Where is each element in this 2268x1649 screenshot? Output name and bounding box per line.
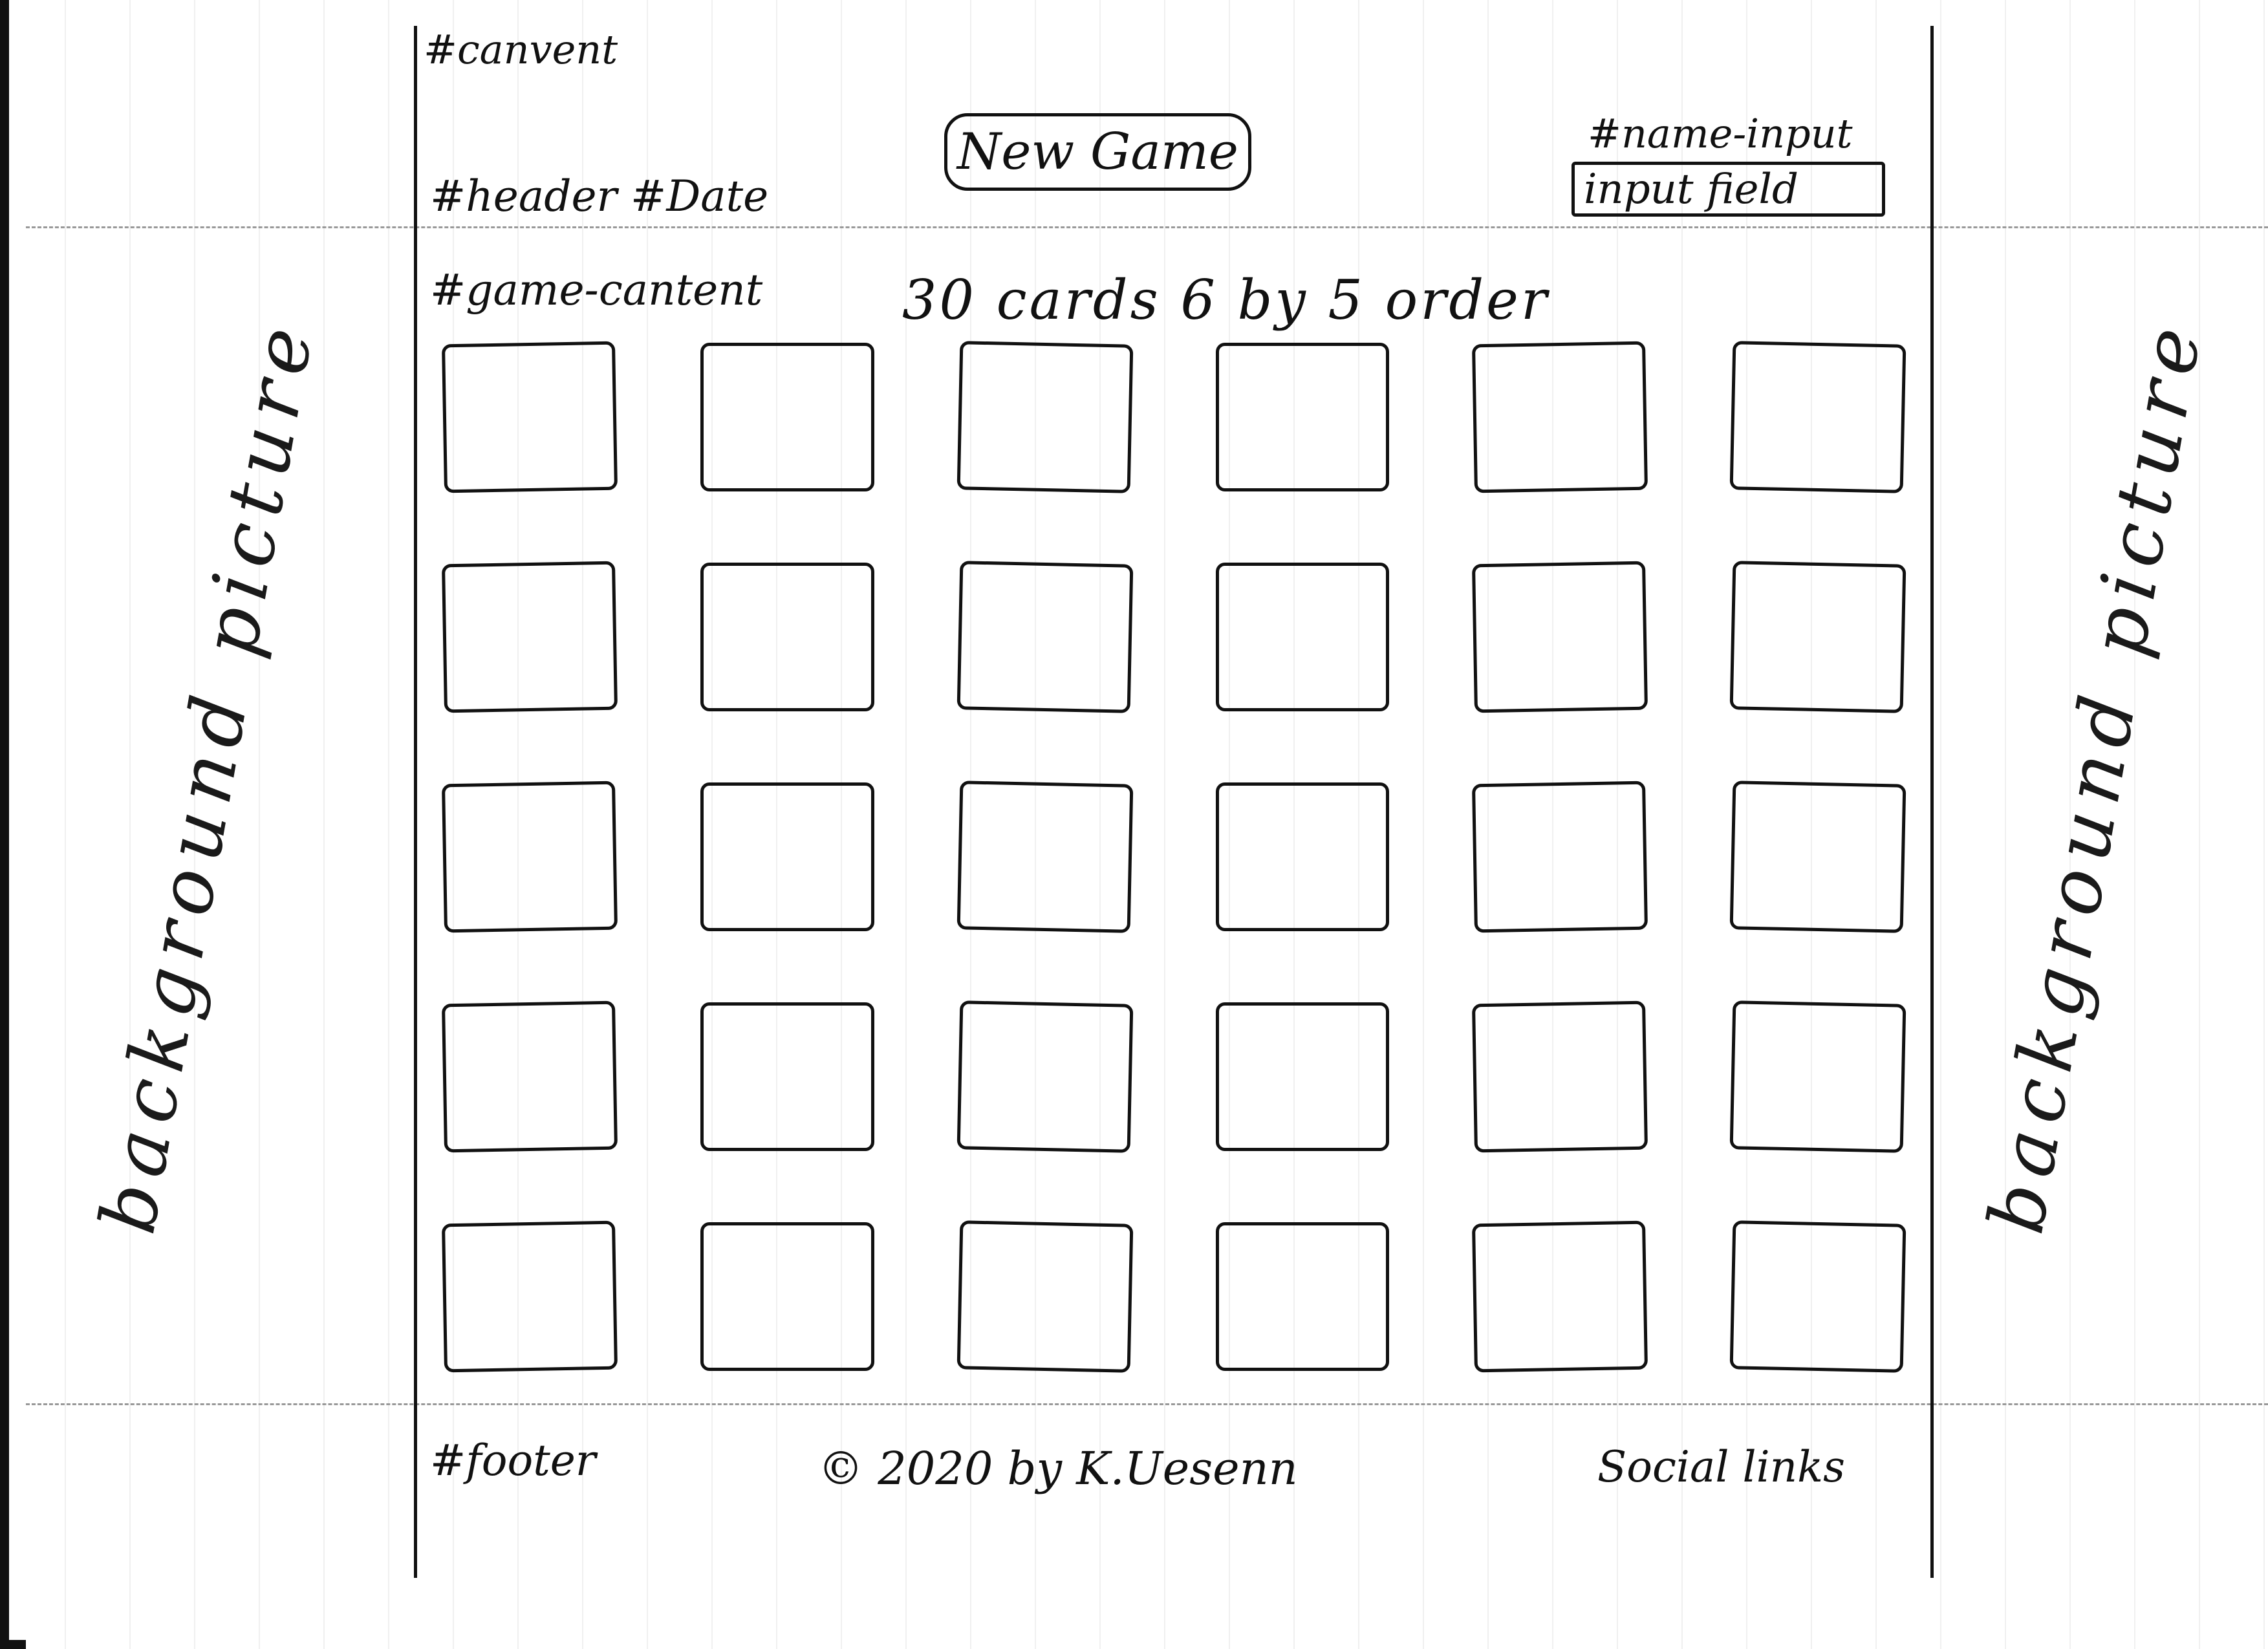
game-card[interactable] [700,782,874,931]
game-card[interactable] [956,781,1134,933]
footer-divider-line [26,1403,2268,1405]
game-card[interactable] [700,563,874,711]
game-card[interactable] [700,1002,874,1151]
sheet-edge [0,0,9,1649]
header: #header #Date New Game #name-input [417,26,1930,226]
game-card[interactable] [442,561,618,713]
game-card[interactable] [1216,1002,1390,1151]
header-divider-line [26,226,2268,228]
copyright-text: © 2020 by K.Uesenn [818,1442,1298,1495]
game-card[interactable] [442,1220,618,1373]
game-card[interactable] [1472,1220,1648,1373]
footer: #footer © 2020 by K.Uesenn Social links [417,1416,1930,1546]
name-input[interactable] [1571,162,1885,217]
game-card[interactable] [956,561,1134,713]
game-card[interactable] [442,341,618,493]
name-input-annotation: #name-input [1588,110,1853,157]
right-background-picture: background picture [1927,226,2263,1326]
game-card[interactable] [700,1222,874,1371]
game-card[interactable] [442,1000,618,1153]
game-card[interactable] [1216,1222,1390,1371]
game-card[interactable] [1216,782,1390,931]
header-annotation: #header #Date [430,171,769,221]
game-card[interactable] [1729,1220,1906,1373]
game-layout-note: 30 cards 6 by 5 order [902,268,1550,332]
game-content-annotation: #game-cantent [430,265,763,315]
sheet-edge-corner [0,1640,26,1649]
left-background-picture: background picture [26,226,388,1326]
game-card[interactable] [1216,343,1390,491]
cards-grid [442,341,1906,1373]
game-card[interactable] [700,343,874,491]
game-card[interactable] [1216,563,1390,711]
content-annotation: #canvent [424,26,618,73]
left-background-label: background picture [82,312,332,1240]
social-links[interactable]: Social links [1597,1442,1846,1492]
game-card[interactable] [1729,1000,1906,1153]
footer-annotation: #footer [430,1436,596,1485]
game-card[interactable] [1472,1000,1648,1153]
game-card[interactable] [442,781,618,933]
right-background-label: background picture [1971,312,2220,1240]
game-card[interactable] [1729,561,1906,713]
game-card[interactable] [956,341,1134,493]
game-card[interactable] [956,1000,1134,1153]
game-card[interactable] [1472,341,1648,493]
game-card[interactable] [1472,781,1648,933]
game-card[interactable] [1472,561,1648,713]
new-game-button[interactable]: New Game [944,113,1251,191]
game-card[interactable] [1729,341,1906,493]
content-container: #canvent #header #Date New Game #name-in… [414,26,1934,1578]
game-content: #game-cantent 30 cards 6 by 5 order [417,239,1930,1410]
game-card[interactable] [956,1220,1134,1373]
game-card[interactable] [1729,781,1906,933]
